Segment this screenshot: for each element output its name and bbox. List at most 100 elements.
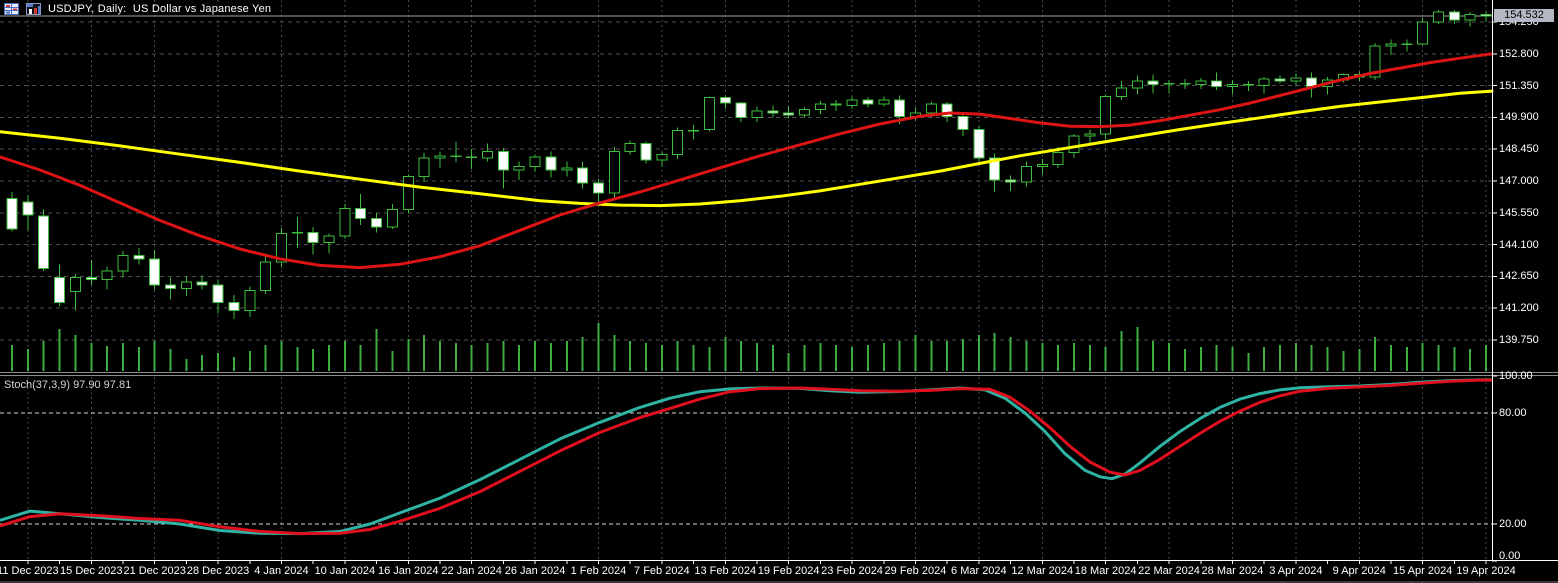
date-axis-label: 22 Jan 2024 <box>441 565 502 577</box>
candles-layer <box>6 9 1492 320</box>
candle <box>260 261 272 292</box>
candle <box>545 156 557 171</box>
candle <box>1369 45 1381 78</box>
quotes-table-icon[interactable] <box>4 2 19 15</box>
candle <box>165 284 176 289</box>
date-axis-label: 28 Mar 2024 <box>1201 565 1264 577</box>
chart-title: USDJPY, Daily: US Dollar vs Japanese Yen <box>48 2 272 15</box>
candle <box>640 143 652 161</box>
price-axis-label: 147.000 <box>1499 174 1539 187</box>
candle <box>371 217 383 228</box>
date-axis-label: 26 Jan 2024 <box>504 565 566 577</box>
date-axis-label: 11 Dec 2023 <box>0 565 59 577</box>
candle <box>783 112 795 116</box>
stochastic-layer <box>0 378 1492 536</box>
candle <box>751 110 763 118</box>
candle <box>1068 135 1080 153</box>
chart-title-bar: USDJPY, Daily: US Dollar vs Japanese Yen <box>4 2 271 15</box>
date-axis-label: 28 Dec 2023 <box>186 565 250 577</box>
candle <box>497 150 509 171</box>
stochastic-axis-label: 80.00 <box>1499 407 1527 419</box>
stochastic-indicator-label: Stoch(37,3,9) 97.90 97.81 <box>4 379 132 391</box>
candle <box>529 156 541 168</box>
candle <box>307 232 319 243</box>
candle <box>1195 80 1207 86</box>
candle <box>38 215 50 270</box>
candle <box>894 99 906 117</box>
axes-frame-layer <box>0 0 1558 564</box>
moving-averages-layer <box>0 52 1494 270</box>
date-axis-label: 4 Jan 2024 <box>254 565 309 577</box>
candle <box>1147 80 1159 86</box>
candle <box>1226 84 1238 88</box>
date-axis-label: 29 Feb 2024 <box>884 565 947 577</box>
candle <box>434 155 446 159</box>
price-axis-label: 151.350 <box>1499 79 1539 92</box>
date-axis-label: 18 Mar 2024 <box>1074 565 1137 577</box>
candle <box>386 209 398 228</box>
candle <box>1211 80 1223 88</box>
candle <box>291 232 303 234</box>
candle <box>1290 77 1302 82</box>
candle <box>275 233 287 263</box>
date-axis-label: 13 Feb 2024 <box>694 565 757 577</box>
candle <box>450 155 462 157</box>
candle <box>6 198 18 230</box>
candle <box>1448 11 1460 21</box>
price-axis-label: 139.750 <box>1499 333 1539 346</box>
candle <box>355 207 367 219</box>
candle <box>1163 82 1175 85</box>
candle <box>561 167 573 171</box>
candle <box>196 281 208 286</box>
date-axis-label: 15 Apr 2024 <box>1392 565 1453 577</box>
candle <box>989 157 1001 181</box>
candle <box>814 103 826 111</box>
chart-window-icon[interactable] <box>26 2 41 15</box>
candle <box>69 276 81 293</box>
candle <box>846 99 858 106</box>
candle <box>22 201 34 216</box>
candle <box>577 167 589 184</box>
candle <box>228 302 240 311</box>
candle <box>1100 96 1112 135</box>
current-price-box: 154.532 <box>1494 8 1554 22</box>
candle <box>624 143 636 152</box>
ma-slow-yellow-line <box>0 89 1494 208</box>
candle <box>402 176 414 211</box>
date-axis-label: 7 Feb 2024 <box>634 565 690 577</box>
date-axis-label: 19 Feb 2024 <box>757 565 820 577</box>
candle <box>862 99 874 105</box>
candle <box>1005 179 1017 183</box>
price-axis-label: 145.550 <box>1499 206 1539 219</box>
date-axis-label: 23 Feb 2024 <box>821 565 883 577</box>
candle <box>735 102 747 118</box>
date-axis-label: 19 Apr 2024 <box>1456 565 1516 577</box>
candle <box>101 270 113 281</box>
candle <box>1417 21 1429 45</box>
price-axis-label: 152.800 <box>1499 47 1539 60</box>
candle <box>133 255 145 260</box>
date-axis-label: 9 Apr 2024 <box>1332 565 1386 577</box>
candle <box>941 103 953 117</box>
candle <box>513 166 525 171</box>
price-axis-label: 149.900 <box>1499 111 1539 124</box>
date-axis-label: 22 Mar 2024 <box>1138 565 1200 577</box>
candle <box>830 103 842 106</box>
candle <box>656 154 668 161</box>
candle <box>418 157 430 178</box>
candle <box>339 207 351 237</box>
price-axis-label: 141.200 <box>1499 302 1539 315</box>
candle <box>1480 13 1492 17</box>
candle <box>244 290 256 311</box>
candle <box>1052 151 1064 166</box>
date-axis-label: 12 Mar 2024 <box>1011 565 1074 577</box>
stochastic-main-line <box>0 378 1492 536</box>
candle <box>1036 164 1048 168</box>
candle <box>592 182 604 194</box>
date-axis-label: 21 Dec 2023 <box>123 565 186 577</box>
date-axis-label: 6 Mar 2024 <box>951 565 1007 577</box>
candle <box>878 99 890 105</box>
date-axis-label: 3 Apr 2024 <box>1269 565 1323 577</box>
